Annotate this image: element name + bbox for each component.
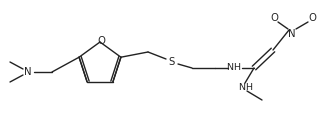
Text: N: N xyxy=(288,29,296,39)
Text: H: H xyxy=(246,83,253,92)
Text: N: N xyxy=(226,63,233,72)
Text: O: O xyxy=(308,13,316,23)
Text: S: S xyxy=(169,57,175,67)
Text: N: N xyxy=(24,67,32,77)
Text: O: O xyxy=(97,36,105,46)
Text: O: O xyxy=(270,13,278,23)
Text: H: H xyxy=(233,63,241,72)
Text: N: N xyxy=(239,83,246,92)
